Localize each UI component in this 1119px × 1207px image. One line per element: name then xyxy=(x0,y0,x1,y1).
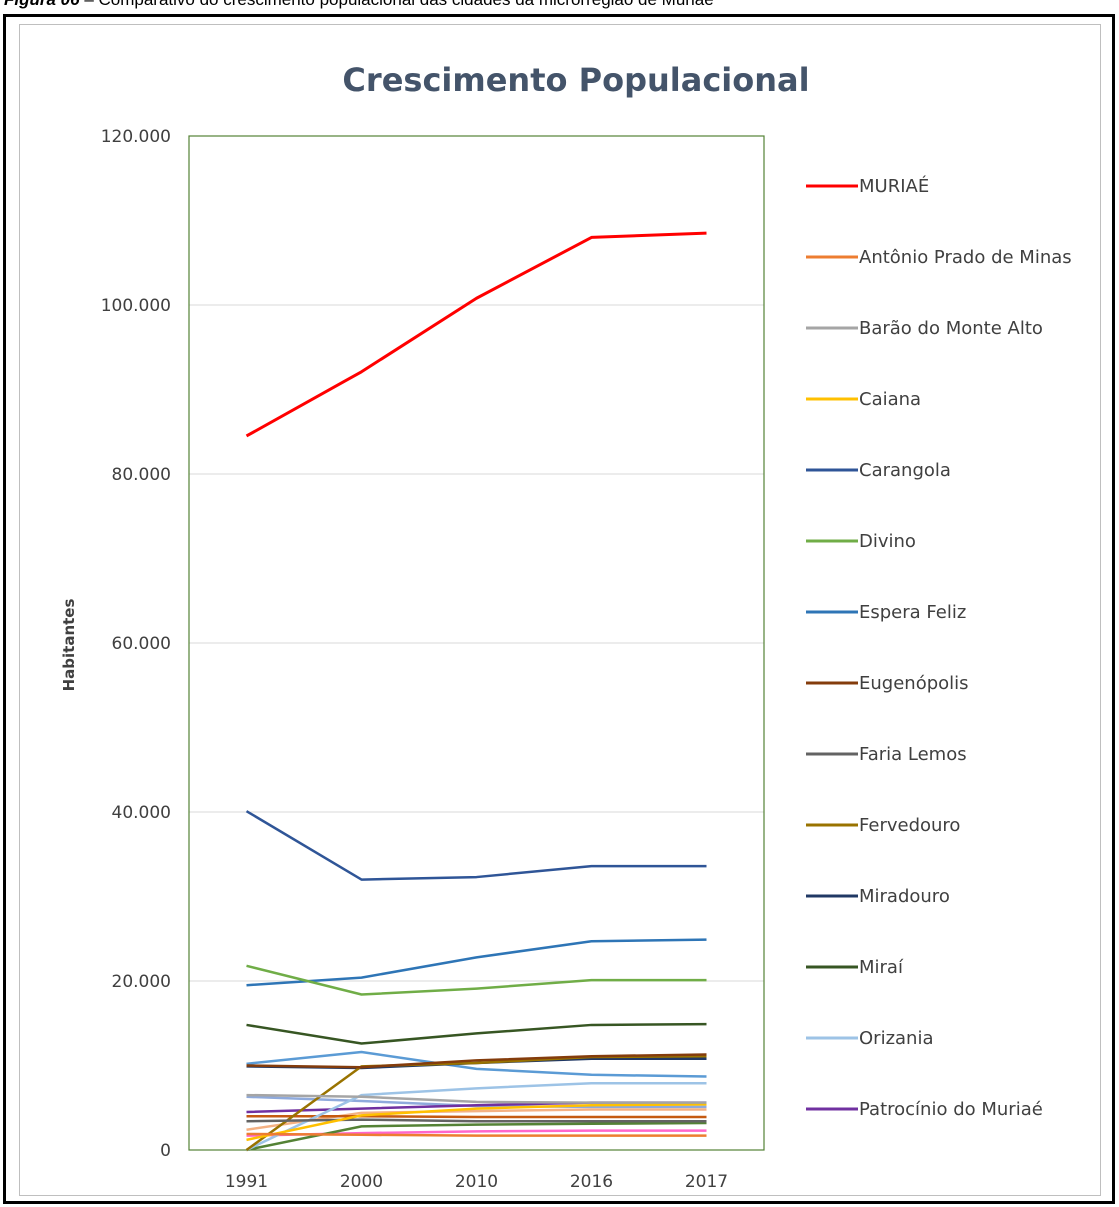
y-tick-label: 0 xyxy=(160,1141,171,1161)
legend-item: Miraí xyxy=(806,957,904,978)
legend-item: Espera Feliz xyxy=(806,602,966,623)
series-line xyxy=(246,1050,707,1078)
y-axis-label: Habitantes xyxy=(60,599,78,692)
y-tick-label: 60.000 xyxy=(112,634,171,654)
legend-label: Faria Lemos xyxy=(859,744,967,765)
series-line xyxy=(245,1081,707,1152)
y-axis-ticks: 0 20.000 40.000 60.000 80.000 100.000 120.000 xyxy=(101,127,171,1161)
series-line xyxy=(246,1053,707,1069)
gridlines xyxy=(189,304,764,982)
x-tick-label: 1991 xyxy=(225,1172,268,1192)
x-axis-ticks: 1991 2000 2010 2016 2017 xyxy=(225,1172,728,1192)
figure-number: Figura 06 xyxy=(4,0,80,9)
figure-caption-text: – Comparativo do crescimento populaciona… xyxy=(80,0,713,9)
legend-item: Faria Lemos xyxy=(806,744,967,765)
series-line xyxy=(246,1114,707,1119)
legend-label: Miradouro xyxy=(859,886,950,907)
x-tick-label: 2010 xyxy=(455,1172,498,1192)
chart-area: Crescimento Populacional Habitantes 0 20.… xyxy=(19,24,1101,1196)
plot-area-border xyxy=(188,135,765,1151)
legend-item: Barão do Monte Alto xyxy=(806,318,1043,339)
legend-label: Divino xyxy=(859,531,916,552)
series-line xyxy=(246,1022,707,1045)
legend-item: Orizania xyxy=(806,1028,934,1049)
legend-label: Barão do Monte Alto xyxy=(859,318,1043,339)
y-tick-label: 100.000 xyxy=(101,296,171,316)
legend-item: Fervedouro xyxy=(806,815,960,836)
series-line xyxy=(245,810,707,881)
series-line xyxy=(246,1093,707,1104)
legend-item: Patrocínio do Muriaé xyxy=(806,1099,1043,1120)
series-line xyxy=(246,938,707,987)
figure-frame: Crescimento Populacional Habitantes 0 20.… xyxy=(3,14,1115,1204)
series-line xyxy=(245,231,707,438)
legend-item: Caiana xyxy=(806,389,921,410)
y-tick-label: 40.000 xyxy=(112,803,171,823)
series-line xyxy=(246,964,707,996)
legend-item: Carangola xyxy=(806,460,951,481)
legend: MURIAÉ Antônio Prado de Minas Barão do Mon… xyxy=(806,175,1072,1120)
series-line xyxy=(246,1132,707,1137)
line-chart: Crescimento Populacional Habitantes 0 20.… xyxy=(60,61,1072,1192)
series-line xyxy=(246,1103,707,1142)
legend-label: Orizania xyxy=(859,1028,934,1049)
legend-label: Espera Feliz xyxy=(859,602,966,623)
x-tick-label: 2016 xyxy=(570,1172,613,1192)
legend-label: Patrocínio do Muriaé xyxy=(859,1099,1043,1120)
legend-label: Fervedouro xyxy=(859,815,960,836)
legend-label: MURIAÉ xyxy=(859,175,929,197)
chart-title: Crescimento Populacional xyxy=(342,61,809,99)
x-tick-label: 2000 xyxy=(340,1172,383,1192)
series-line xyxy=(246,1108,707,1131)
y-tick-label: 120.000 xyxy=(101,127,171,147)
x-tick-label: 2017 xyxy=(685,1172,728,1192)
series-lines xyxy=(245,231,707,1152)
legend-label: Miraí xyxy=(859,957,904,978)
legend-label: Eugenópolis xyxy=(859,673,969,694)
figure-caption: Figura 06 – Comparativo do crescimento p… xyxy=(4,0,1119,10)
legend-item: MURIAÉ xyxy=(806,175,929,197)
legend-item: Miradouro xyxy=(806,886,950,907)
legend-label: Carangola xyxy=(859,460,951,481)
legend-label: Antônio Prado de Minas xyxy=(859,247,1072,268)
legend-item: Antônio Prado de Minas xyxy=(806,247,1072,268)
y-tick-label: 80.000 xyxy=(112,465,171,485)
legend-item: Eugenópolis xyxy=(806,673,969,694)
legend-label: Caiana xyxy=(859,389,921,410)
series-line xyxy=(246,1118,707,1123)
legend-item: Divino xyxy=(806,531,916,552)
y-tick-label: 20.000 xyxy=(112,972,171,992)
